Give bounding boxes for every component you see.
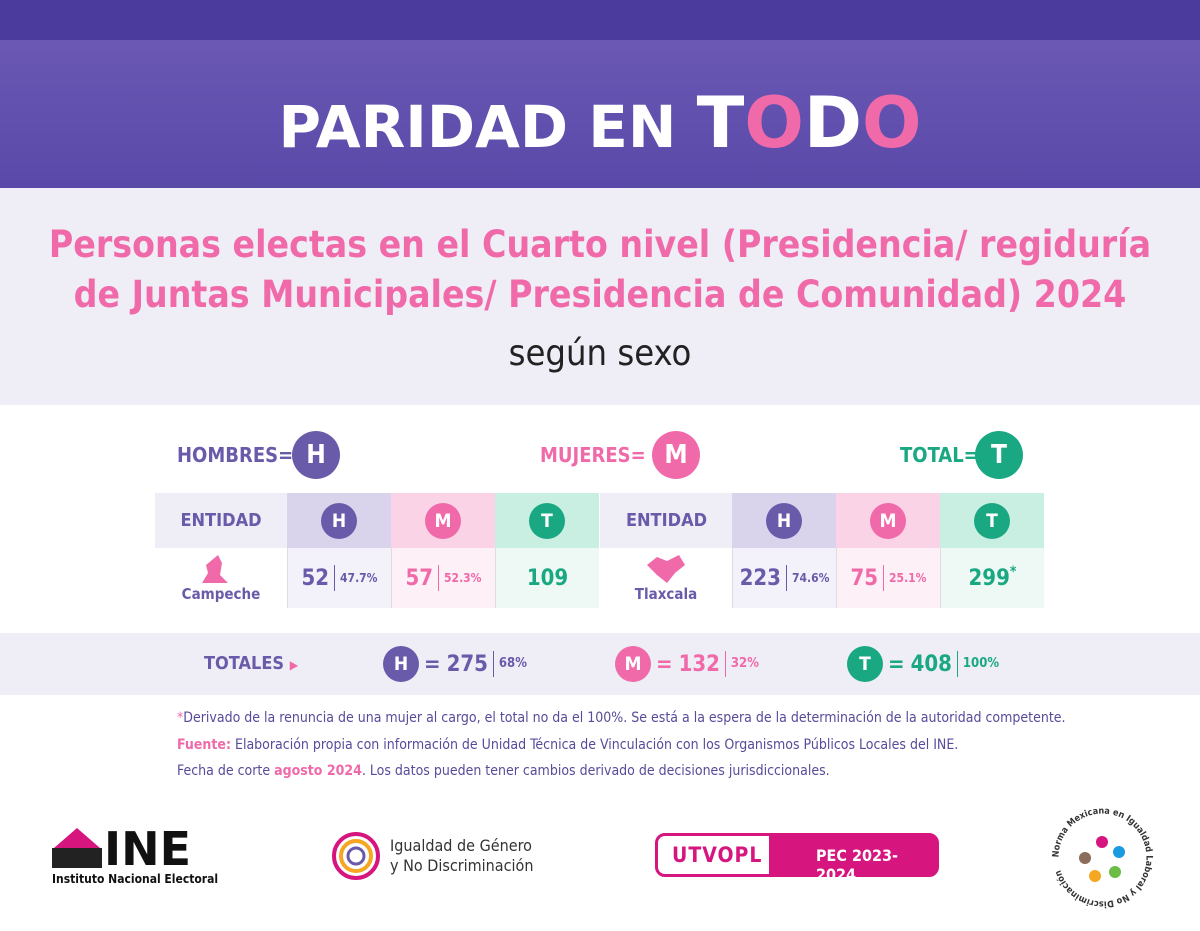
legend-label: TOTAL= bbox=[900, 443, 979, 467]
header-cell: ENTIDAD bbox=[600, 493, 733, 548]
norma-logo: Norma Mexicana en Igualdad Laboral y No … bbox=[1051, 806, 1153, 908]
ine-logo-mark bbox=[52, 828, 102, 868]
icon: T bbox=[974, 502, 1010, 539]
utvopl-text: UTVOPL bbox=[672, 843, 763, 867]
norma-text: Norma Mexicana en Igualdad Laboral y No … bbox=[1051, 806, 1153, 908]
entity-cell: Campeche bbox=[155, 548, 287, 608]
heading-line: de Juntas Municipales/ Presidencia de Co… bbox=[73, 273, 1127, 316]
value: 223 bbox=[739, 565, 781, 591]
title-letter: O bbox=[861, 82, 922, 164]
entity-name: Tlaxcala bbox=[634, 585, 698, 603]
note-text: Derivado de la renuncia de una mujer al … bbox=[183, 710, 1066, 726]
value: 52 bbox=[301, 565, 330, 591]
total-percent: 68% bbox=[492, 651, 527, 677]
igualdad-text: y No Discriminación bbox=[390, 856, 534, 875]
total-item: H = 275 68% bbox=[383, 646, 527, 682]
totals-text: TOTALES bbox=[204, 653, 285, 674]
title-letter: T bbox=[696, 82, 745, 164]
entity-cell: Tlaxcala bbox=[600, 548, 732, 608]
note-text: Elaboración propia con información de Un… bbox=[231, 737, 959, 753]
note-text: Fecha de corte bbox=[177, 763, 275, 779]
percent: 25.1% bbox=[883, 565, 927, 591]
value: 57 bbox=[405, 565, 434, 591]
heading-line: Personas electas en el Cuarto nivel (Pre… bbox=[48, 223, 1152, 266]
data-cell: 109 bbox=[495, 548, 599, 608]
legend-icon: H bbox=[292, 431, 340, 479]
footnote-mark: * bbox=[1009, 564, 1017, 580]
note-text: . Los datos pueden tener cambios derivad… bbox=[361, 763, 830, 779]
header-cell: H bbox=[287, 493, 391, 548]
data-cell: 299 * bbox=[940, 548, 1044, 608]
top-band bbox=[0, 0, 1200, 40]
header-cell: T bbox=[940, 493, 1044, 548]
equals: = bbox=[888, 651, 905, 677]
utvopl-logo: UTVOPL PEC 2023-2024 bbox=[655, 833, 939, 884]
header-cell: M bbox=[391, 493, 495, 548]
equals: = bbox=[424, 651, 441, 677]
title-text: PARIDAD EN bbox=[278, 93, 677, 161]
subtitle: según sexo bbox=[508, 333, 692, 374]
header-cell: ENTIDAD bbox=[155, 493, 287, 548]
title-letter: O bbox=[744, 82, 804, 164]
total-percent: 100% bbox=[956, 651, 999, 677]
percent: 74.6% bbox=[785, 565, 829, 591]
data-cell: 52 47.7% bbox=[287, 548, 391, 608]
note: Fecha de corte agosto 2024. Los datos pu… bbox=[177, 763, 830, 779]
total-value: 132 bbox=[678, 651, 720, 677]
header: PARIDAD EN TODO bbox=[0, 40, 1200, 188]
note: *Derivado de la renuncia de una mujer al… bbox=[177, 710, 1066, 726]
header-cell: M bbox=[836, 493, 940, 548]
heading: Personas electas en el Cuarto nivel (Pre… bbox=[0, 220, 1200, 320]
icon: T bbox=[529, 502, 565, 539]
total-item: M = 132 32% bbox=[615, 646, 759, 682]
icon: M bbox=[615, 646, 651, 682]
date: agosto 2024 bbox=[274, 763, 362, 779]
icon: H bbox=[383, 646, 419, 682]
svg-text:Norma Mexicana en Igualdad Lab: Norma Mexicana en Igualdad Laboral y No … bbox=[1051, 806, 1153, 908]
value: 299 bbox=[968, 565, 1010, 591]
data-cell: 75 25.1% bbox=[836, 548, 940, 608]
icon: H bbox=[766, 502, 802, 539]
value: 109 bbox=[526, 565, 569, 591]
header-cell: H bbox=[732, 493, 836, 548]
asterisk: * bbox=[177, 710, 184, 726]
igualdad-logo: Igualdad de Género y No Discriminación bbox=[390, 836, 533, 876]
note: Fuente: Elaboración propia con informaci… bbox=[177, 737, 958, 753]
icon: T bbox=[847, 646, 883, 682]
source-label: Fuente: bbox=[177, 737, 231, 753]
ine-name: Instituto Nacional Electoral bbox=[52, 872, 219, 886]
equals: = bbox=[656, 651, 673, 677]
entity-name: Campeche bbox=[181, 585, 261, 603]
total-value: 408 bbox=[910, 651, 952, 677]
data-cell: 57 52.3% bbox=[391, 548, 495, 608]
percent: 52.3% bbox=[438, 565, 482, 591]
heading-band: Personas electas en el Cuarto nivel (Pre… bbox=[0, 188, 1200, 405]
pec-text: PEC 2023-2024 bbox=[816, 846, 898, 884]
totals-band: TOTALES ▶ H = 275 68% M = 132 32% T = 408 100% bbox=[0, 633, 1200, 695]
legend-label: HOMBRES= bbox=[177, 443, 294, 467]
totals-label: TOTALES ▶ bbox=[204, 653, 298, 674]
igualdad-text: Igualdad de Género bbox=[390, 836, 532, 855]
percent: 47.7% bbox=[334, 565, 378, 591]
map bbox=[647, 555, 685, 583]
legend-icon: M bbox=[652, 431, 700, 479]
ine-logo: INE bbox=[104, 822, 192, 876]
total-item: T = 408 100% bbox=[847, 646, 999, 682]
total-value: 275 bbox=[446, 651, 488, 677]
icon: M bbox=[425, 502, 461, 539]
title: PARIDAD EN TODO bbox=[0, 82, 1200, 164]
title-letter: D bbox=[803, 82, 862, 164]
data-cell: 223 74.6% bbox=[732, 548, 836, 608]
header-cell: T bbox=[495, 493, 599, 548]
map bbox=[202, 555, 228, 583]
legend-icon: T bbox=[975, 431, 1023, 479]
total-percent: 32% bbox=[724, 651, 759, 677]
icon: M bbox=[870, 502, 906, 539]
igualdad-logo-mark bbox=[332, 832, 380, 880]
icon: H bbox=[321, 502, 357, 539]
value: 75 bbox=[850, 565, 879, 591]
legend-label: MUJERES= bbox=[540, 443, 646, 467]
